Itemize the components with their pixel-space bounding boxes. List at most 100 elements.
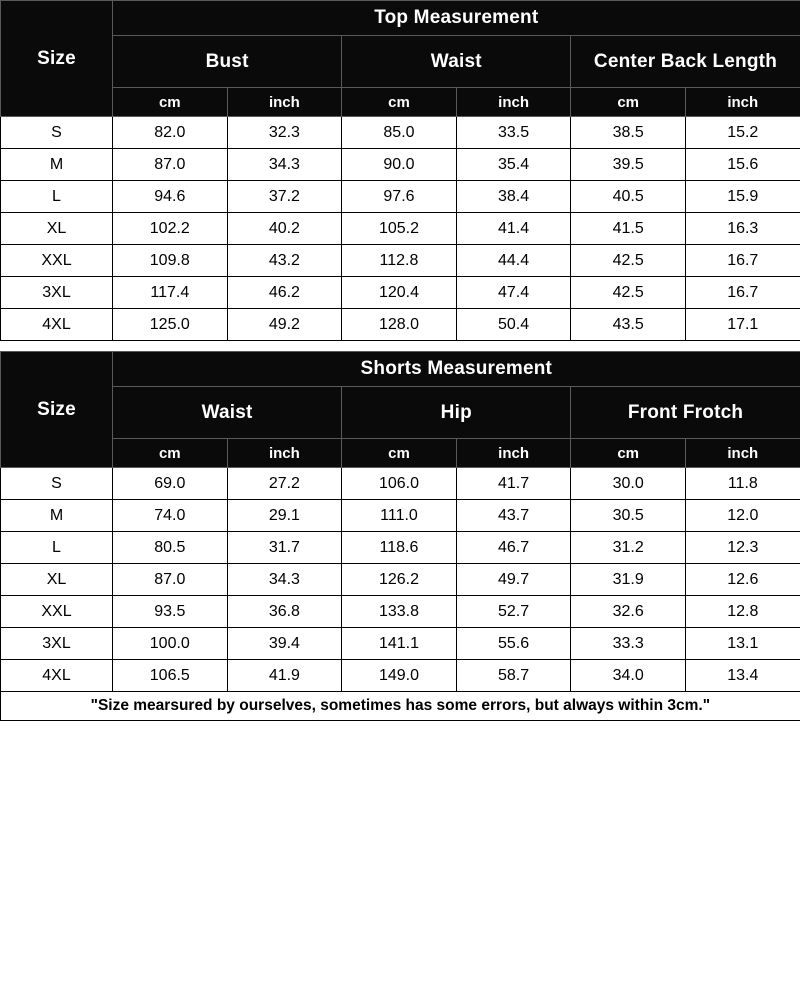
cell-value: 12.8	[684, 595, 800, 628]
table-row: S 69.0 27.2 106.0 41.7 30.0 11.8	[0, 467, 800, 500]
row-size-label: XL	[0, 212, 113, 245]
measurement-disclaimer-row: "Size mearsured by ourselves, sometimes …	[0, 691, 800, 721]
cell-value: 29.1	[226, 499, 343, 532]
cell-value: 11.8	[684, 467, 800, 500]
cell-value: 13.4	[684, 659, 800, 692]
table-header-unit-row: cm inch cm inch cm inch	[1, 87, 800, 117]
row-size-label: XXL	[0, 244, 113, 277]
cell-value: 74.0	[112, 499, 228, 532]
cell-value: 97.6	[341, 180, 457, 213]
cell-value: 111.0	[341, 499, 457, 532]
row-size-label: 4XL	[0, 659, 113, 692]
cell-value: 41.7	[455, 467, 572, 500]
cell-value: 30.5	[570, 499, 686, 532]
cell-value: 16.7	[684, 244, 800, 277]
cell-value: 102.2	[112, 212, 228, 245]
table-header-title-row: Size Shorts Measurement	[0, 351, 800, 468]
cell-value: 94.6	[112, 180, 228, 213]
cell-value: 27.2	[226, 467, 343, 500]
row-size-label: S	[0, 467, 113, 500]
top-measurement-table: Size Top Measurement Bust Waist Center B…	[0, 0, 800, 341]
cell-value: 15.6	[684, 148, 800, 181]
row-size-label: L	[0, 180, 113, 213]
cell-value: 16.3	[684, 212, 800, 245]
cell-value: 109.8	[112, 244, 228, 277]
cell-value: 42.5	[570, 244, 686, 277]
table-row: M 87.0 34.3 90.0 35.4 39.5 15.6	[0, 148, 800, 181]
cell-value: 85.0	[341, 116, 457, 149]
cell-value: 55.6	[455, 627, 572, 660]
table-title: Top Measurement	[112, 0, 800, 36]
table-row: XXL 109.8 43.2 112.8 44.4 42.5 16.7	[0, 244, 800, 277]
cell-value: 41.4	[455, 212, 572, 245]
size-column-header: Size	[0, 0, 113, 117]
unit-header-cm: cm	[570, 87, 686, 117]
table-header-title-row: Size Top Measurement	[0, 0, 800, 117]
cell-value: 39.4	[226, 627, 343, 660]
unit-header-inch: inch	[684, 438, 800, 468]
unit-header-inch: inch	[455, 87, 572, 117]
row-size-label: M	[0, 148, 113, 181]
cell-value: 69.0	[112, 467, 228, 500]
cell-value: 125.0	[112, 308, 228, 341]
group-header-center-back-length: Center Back Length	[570, 35, 800, 88]
cell-value: 16.7	[684, 276, 800, 309]
row-size-label: L	[0, 531, 113, 564]
cell-value: 34.0	[570, 659, 686, 692]
unit-header-cm: cm	[112, 438, 228, 468]
table-row: XXL 93.5 36.8 133.8 52.7 32.6 12.8	[0, 595, 800, 628]
cell-value: 105.2	[341, 212, 457, 245]
table-row: XL 87.0 34.3 126.2 49.7 31.9 12.6	[0, 563, 800, 596]
table-row: 4XL 106.5 41.9 149.0 58.7 34.0 13.4	[0, 659, 800, 692]
row-size-label: 3XL	[0, 276, 113, 309]
cell-value: 46.2	[226, 276, 343, 309]
unit-header-inch: inch	[455, 438, 572, 468]
size-column-header: Size	[0, 351, 113, 468]
cell-value: 13.1	[684, 627, 800, 660]
cell-value: 31.7	[226, 531, 343, 564]
table-row: 4XL 125.0 49.2 128.0 50.4 43.5 17.1	[0, 308, 800, 341]
cell-value: 120.4	[341, 276, 457, 309]
cell-value: 52.7	[455, 595, 572, 628]
cell-value: 36.8	[226, 595, 343, 628]
cell-value: 87.0	[112, 563, 228, 596]
cell-value: 44.4	[455, 244, 572, 277]
table-row: M 74.0 29.1 111.0 43.7 30.5 12.0	[0, 499, 800, 532]
cell-value: 40.5	[570, 180, 686, 213]
cell-value: 38.4	[455, 180, 572, 213]
cell-value: 31.2	[570, 531, 686, 564]
table-row: 3XL 100.0 39.4 141.1 55.6 33.3 13.1	[0, 627, 800, 660]
unit-header-cm: cm	[112, 87, 228, 117]
cell-value: 37.2	[226, 180, 343, 213]
cell-value: 35.4	[455, 148, 572, 181]
group-header-front-frotch: Front Frotch	[570, 386, 800, 439]
cell-value: 34.3	[226, 563, 343, 596]
cell-value: 15.2	[684, 116, 800, 149]
cell-value: 112.8	[341, 244, 457, 277]
cell-value: 12.6	[684, 563, 800, 596]
cell-value: 106.5	[112, 659, 228, 692]
row-size-label: 4XL	[0, 308, 113, 341]
cell-value: 12.0	[684, 499, 800, 532]
cell-value: 133.8	[341, 595, 457, 628]
table-row: L 80.5 31.7 118.6 46.7 31.2 12.3	[0, 531, 800, 564]
cell-value: 58.7	[455, 659, 572, 692]
cell-value: 47.4	[455, 276, 572, 309]
cell-value: 43.2	[226, 244, 343, 277]
unit-header-cm: cm	[341, 87, 457, 117]
cell-value: 38.5	[570, 116, 686, 149]
table-divider	[0, 341, 800, 351]
cell-value: 118.6	[341, 531, 457, 564]
cell-value: 32.6	[570, 595, 686, 628]
table-header-group-row: Bust Waist Center Back Length	[1, 35, 800, 88]
group-header-waist: Waist	[111, 386, 343, 439]
table-header-unit-row: cm inch cm inch cm inch	[1, 438, 800, 468]
table-title: Shorts Measurement	[112, 351, 800, 387]
cell-value: 41.5	[570, 212, 686, 245]
cell-value: 15.9	[684, 180, 800, 213]
cell-value: 42.5	[570, 276, 686, 309]
table-row: 3XL 117.4 46.2 120.4 47.4 42.5 16.7	[0, 276, 800, 309]
row-size-label: XL	[0, 563, 113, 596]
cell-value: 43.7	[455, 499, 572, 532]
table-row: S 82.0 32.3 85.0 33.5 38.5 15.2	[0, 116, 800, 149]
